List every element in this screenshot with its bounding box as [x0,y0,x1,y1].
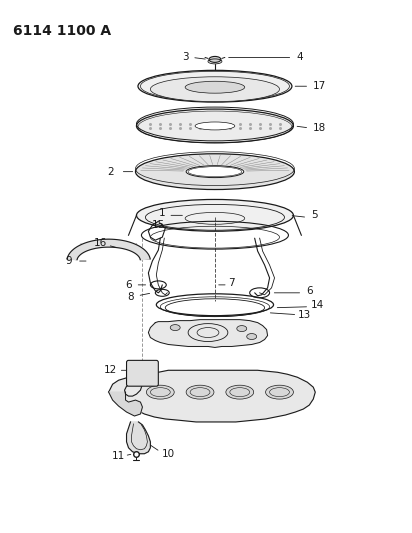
Ellipse shape [226,385,254,399]
Text: 5: 5 [311,211,318,220]
Ellipse shape [136,154,295,190]
Text: 13: 13 [298,310,311,320]
Text: 3: 3 [182,52,188,62]
Polygon shape [126,422,150,454]
Ellipse shape [185,81,245,93]
Text: 7: 7 [229,278,235,288]
Ellipse shape [136,199,293,231]
Text: 15: 15 [152,220,165,230]
Text: 16: 16 [94,238,108,248]
Text: 14: 14 [311,300,324,310]
Text: 8: 8 [127,292,134,302]
Text: 9: 9 [66,256,72,266]
Ellipse shape [186,166,244,177]
Text: 11: 11 [112,451,125,461]
Ellipse shape [138,70,292,102]
Polygon shape [67,239,150,260]
Text: 6114 1100 A: 6114 1100 A [13,23,111,38]
Ellipse shape [170,325,180,330]
Text: 10: 10 [162,449,175,459]
Ellipse shape [146,385,174,399]
Polygon shape [148,320,267,348]
Text: 12: 12 [104,365,117,375]
Ellipse shape [186,385,214,399]
FancyBboxPatch shape [126,360,158,386]
Ellipse shape [136,109,293,143]
Text: 17: 17 [313,81,326,91]
Text: 6: 6 [306,286,313,296]
Text: 1: 1 [159,208,166,219]
Ellipse shape [247,334,257,340]
Ellipse shape [209,56,221,62]
Polygon shape [109,370,315,422]
Ellipse shape [266,385,293,399]
Ellipse shape [150,77,279,102]
Text: 4: 4 [296,52,303,62]
Polygon shape [109,392,143,416]
Ellipse shape [195,122,235,130]
Ellipse shape [237,326,247,332]
Text: 18: 18 [313,123,326,133]
Text: 6: 6 [125,280,132,290]
Text: 2: 2 [108,167,114,176]
